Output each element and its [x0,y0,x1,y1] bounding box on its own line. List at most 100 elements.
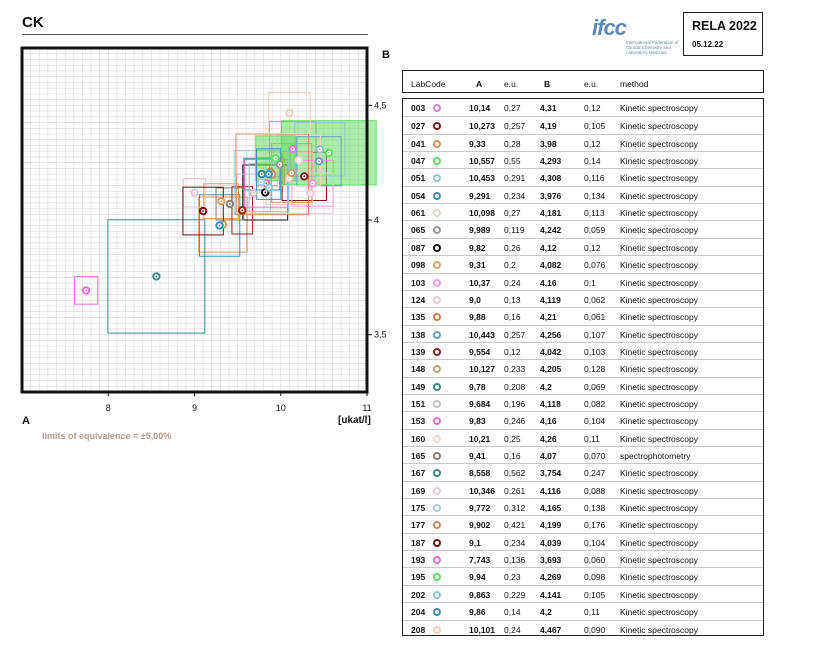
table-row: 138 10,443 0,257 4,256 0,107 Kinetic spectros… [403,324,763,343]
labcode-cell: 041 [411,138,426,149]
x-tick-label: 9 [192,403,197,413]
labcode-cell: 051 [411,173,426,184]
lab-symbol-icon [433,608,441,617]
method-cell: Kinetic spectroscopy [620,468,698,479]
y-axis-label: B [382,49,390,61]
header-b: B [544,79,551,89]
b-value-cell: 4,082 [540,260,562,271]
data-point-center [260,181,262,184]
b-eu-cell: 0,103 [584,346,606,357]
method-cell: Kinetic spectroscopy [620,589,698,600]
table-row: 054 9,291 0,234 3,976 0,134 Kinetic spectrosc… [403,185,763,204]
b-value-cell: 4,118 [540,398,561,409]
table-row: 065 9,989 0,119 4,242 0,059 Kinetic spectrosc… [403,220,763,238]
method-cell: Kinetic spectroscopy [620,433,698,444]
table-row: 051 10,453 0,291 4,308 0,116 Kinetic spectros… [403,168,763,186]
lab-symbol-icon [433,191,441,200]
table-row: 098 9,31 0,2 4,082 0,076 Kinetic spectroscopy [403,255,763,273]
data-point-center [290,172,293,174]
a-eu-cell: 0,257 [504,121,526,132]
labcode-cell: 153 [411,416,426,427]
method-cell: Kinetic spectroscopy [620,624,698,635]
lab-symbol-icon [433,295,441,304]
b-value-cell: 3,693 [540,555,562,566]
data-point-center [318,148,321,151]
x-axis-label: A [22,415,30,427]
lab-symbol-icon [433,243,441,252]
table-row: 208 10,101 0,24 4,467 0,090 Kinetic spectrosc… [403,619,763,638]
uncertainty-box [182,186,224,236]
b-eu-cell: 0,069 [584,381,606,392]
method-cell: Kinetic spectroscopy [620,607,698,618]
lab-symbol-icon [433,417,441,426]
unit-label: [ukat/l] [338,415,371,426]
method-cell: Kinetic spectroscopy [620,156,698,167]
labcode-cell: 087 [411,242,426,253]
table-row: 160 10,21 0,25 4,26 0,11 Kinetic spectroscopy [403,428,763,447]
header-method: method [620,79,649,89]
b-value-cell: 3,98 [540,138,557,149]
lab-symbol-icon [433,157,441,166]
b-value-cell: 4,141 [540,589,562,600]
method-cell: Kinetic spectroscopy [620,485,698,496]
b-value-cell: 4,256 [540,329,562,340]
uncertainty-box [268,91,311,135]
b-eu-cell: 0,11 [584,607,600,618]
table-row: 135 9,88 0,16 4,21 0,061 Kinetic spectroscopy [403,307,763,325]
a-eu-cell: 0,24 [504,277,521,288]
b-value-cell: 4,165 [540,503,562,514]
lab-symbol-icon [433,365,441,374]
b-value-cell: 4,119 [540,294,561,305]
uncertainty-box [73,276,99,305]
method-cell: Kinetic spectroscopy [620,381,698,392]
lab-symbol-icon [433,469,441,478]
lab-symbol-icon [433,313,441,322]
lab-symbol-icon [433,209,441,218]
ifcc-logo-mark: ifcc [592,15,627,40]
b-eu-cell: 0,062 [584,294,606,305]
b-value-cell: 4,116 [540,485,561,496]
table-row: 177 9,902 0,421 4,199 0,176 Kinetic spectrosc… [403,515,763,533]
b-eu-cell: 0,060 [584,555,606,566]
labcode-cell: 208 [411,624,426,635]
b-value-cell: 4,2 [540,381,552,392]
b-eu-cell: 0,104 [584,416,606,427]
survey-name: RELA 2022 [692,19,757,33]
lab-symbol-icon [433,139,441,148]
table-row: 151 9,684 0,196 4,118 0,082 Kinetic spectrosc… [403,393,763,412]
b-eu-cell: 0,116 [584,173,605,184]
lab-symbol-icon [433,590,441,599]
b-value-cell: 4,308 [540,173,562,184]
lab-symbol-icon [433,226,441,235]
uncertainty-box [248,163,290,213]
data-point-center [268,186,270,189]
b-value-cell: 4,181 [540,208,562,219]
b-eu-cell: 0,138 [584,503,606,514]
a-value-cell: 9,863 [469,589,491,600]
a-value-cell: 10,14 [469,103,491,113]
lab-symbol-icon [433,261,441,270]
b-eu-cell: 0,12 [584,138,601,149]
a-value-cell: 9,1 [469,537,481,548]
lab-symbol-icon [433,452,441,460]
labcode-cell: 065 [411,225,426,236]
uncertainty-box [198,194,241,257]
data-point-center [309,192,312,195]
data-point-center [303,175,306,178]
y-tick-label: 4 [374,215,379,225]
labcode-cell: 177 [411,520,426,531]
table-row: 195 9,94 0,23 4,269 0,098 Kinetic spectroscop… [403,567,763,585]
x-tick-label: 11 [362,403,371,413]
uncertainty-box [231,186,254,235]
labcode-cell: 124 [411,294,426,305]
uncertainty-box [107,219,206,334]
b-eu-cell: 0,082 [584,398,606,409]
method-cell: Kinetic spectroscopy [620,138,698,149]
method-cell: Kinetic spectroscopy [620,242,698,253]
labcode-cell: 151 [411,398,426,409]
a-eu-cell: 0,261 [504,485,526,496]
method-cell: Kinetic spectroscopy [620,208,698,219]
labcode-cell: 098 [411,260,426,271]
data-point-center [155,275,158,278]
lab-symbol-icon [433,278,441,287]
